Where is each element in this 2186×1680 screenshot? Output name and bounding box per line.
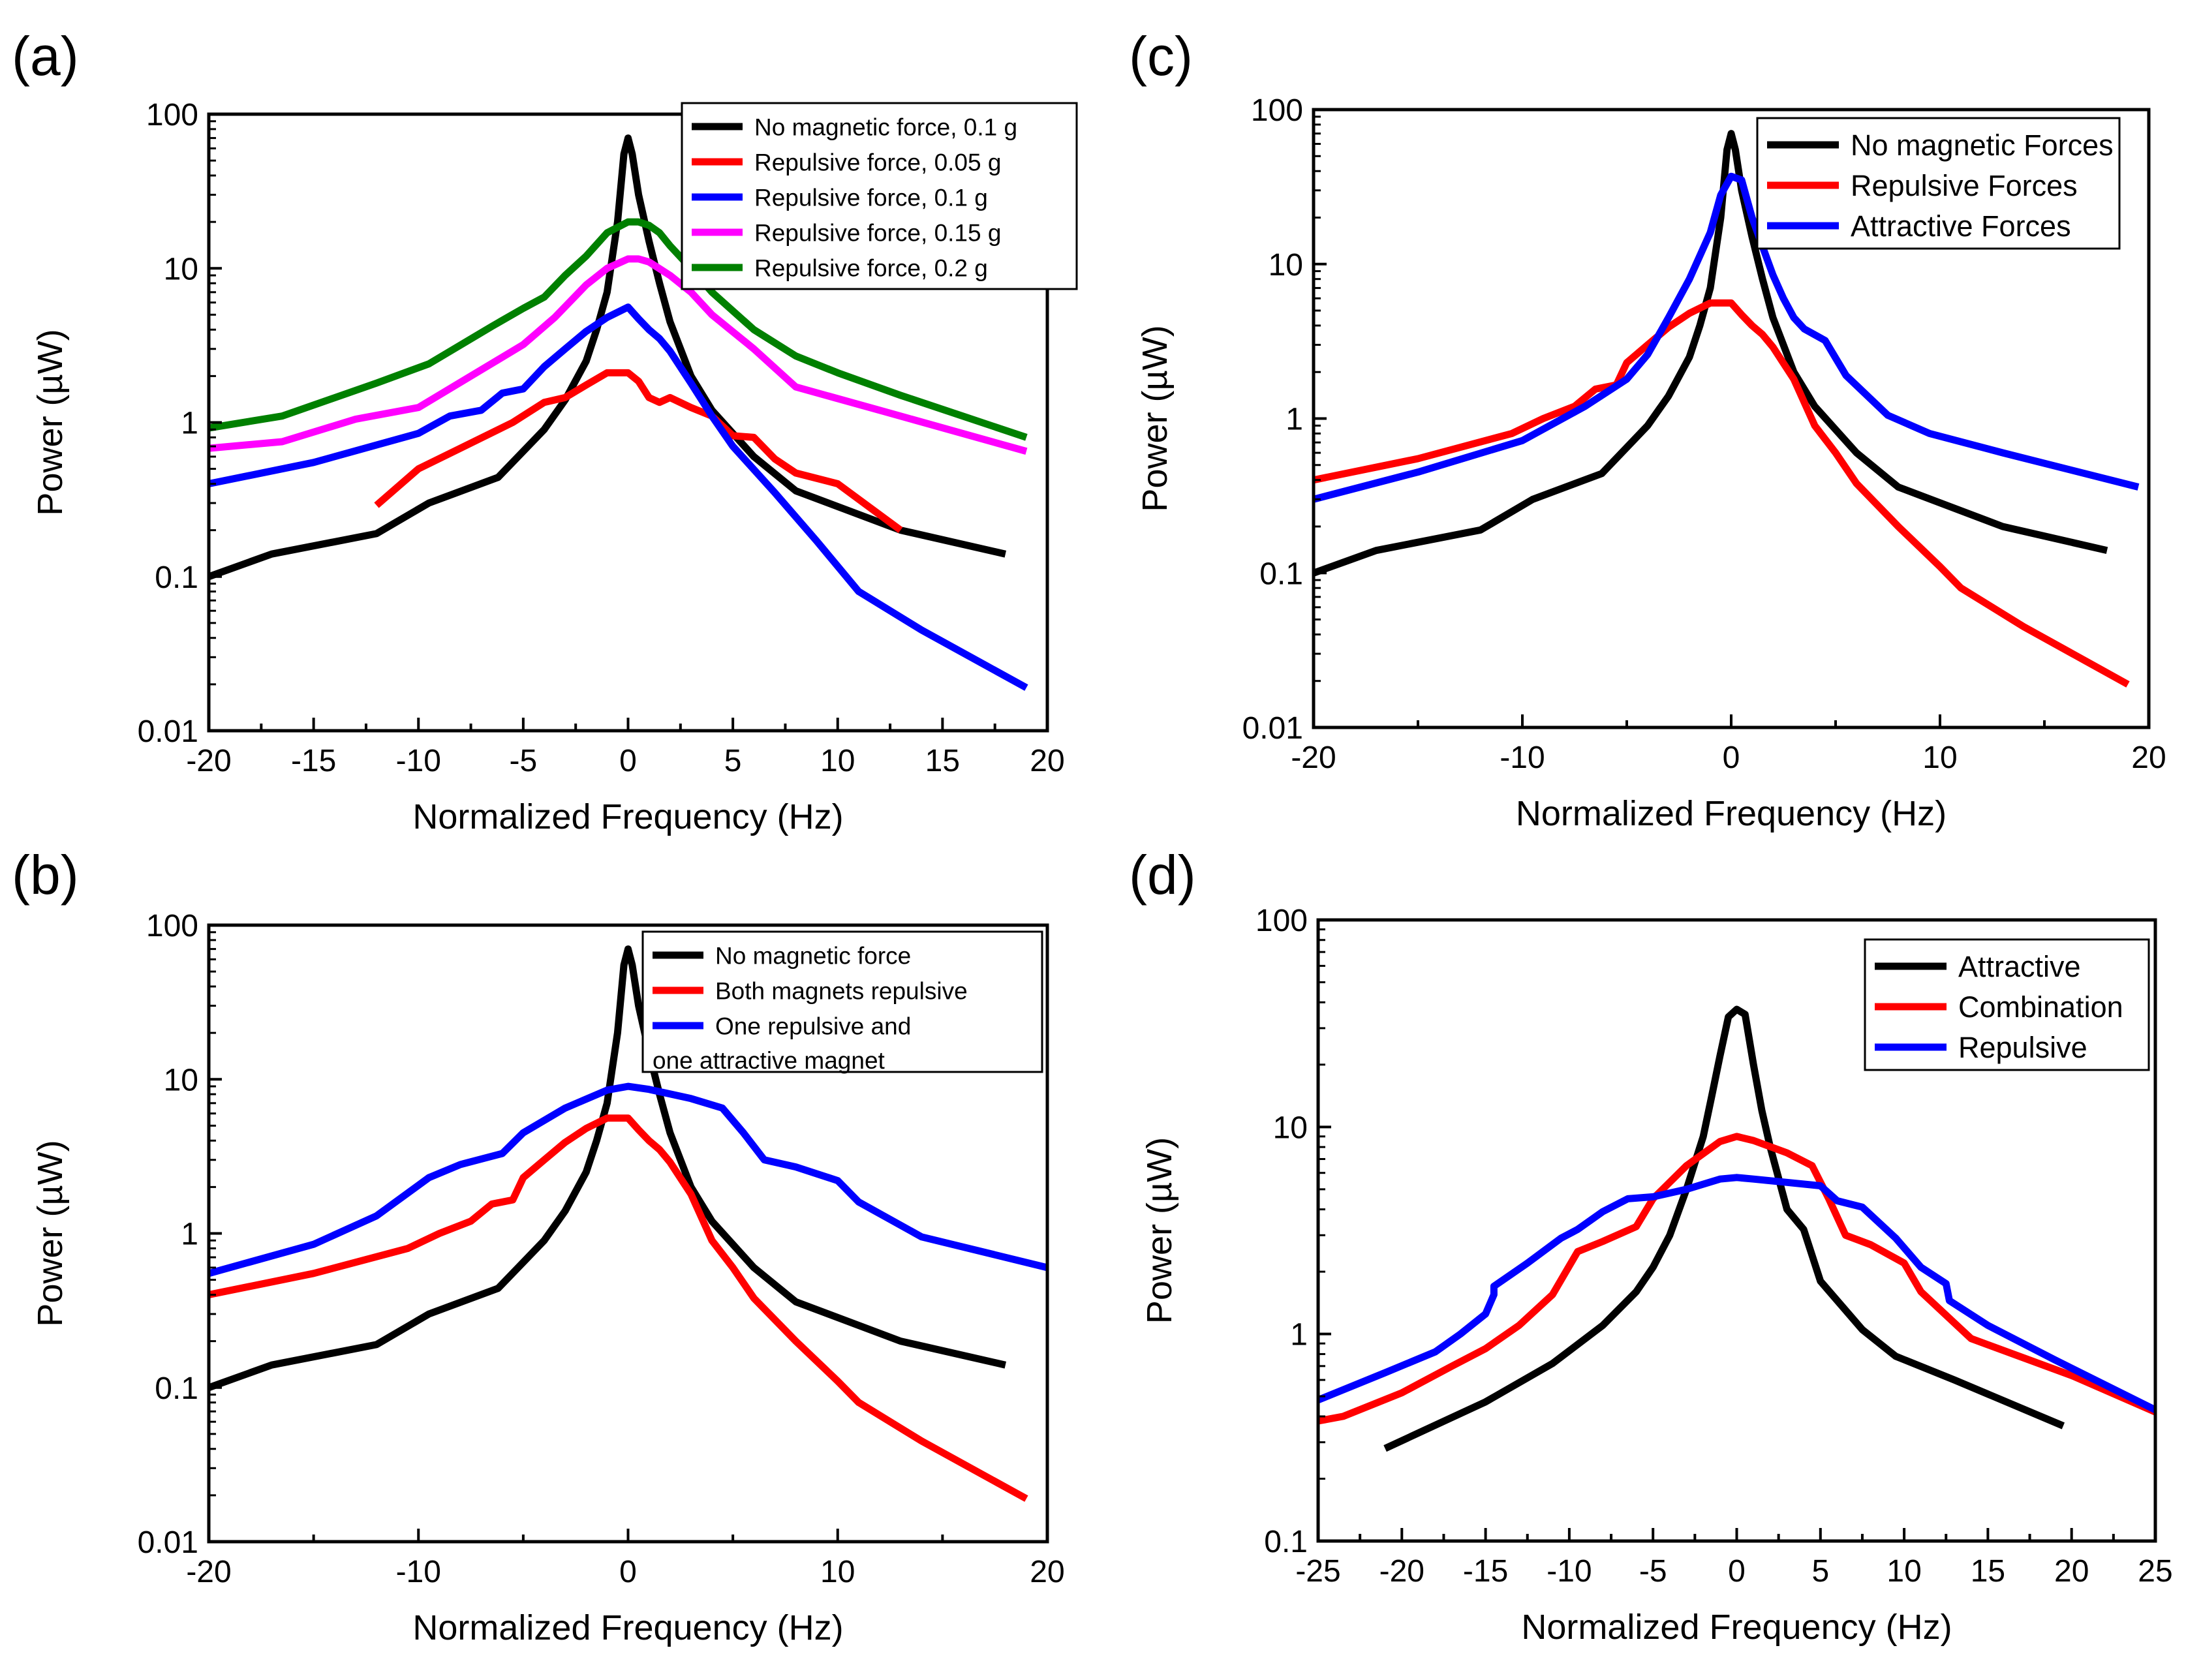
panel-b-xlabel: Normalized Frequency (Hz) <box>412 1608 843 1647</box>
panel-b-legend-label: No magnetic force <box>715 942 911 969</box>
panel-d-xtick-label: 20 <box>2054 1554 2089 1589</box>
panel-c-xtick-label: 20 <box>2131 741 2166 775</box>
panel-d-xtick-label: 15 <box>1971 1554 2005 1589</box>
panel-d: (d) -25 -20 -15 -10 -5 0 5 10 15 20 25 0.1 1 10 100 Nor… <box>1129 844 2173 1647</box>
panel-c-legend-label: Attractive Forces <box>1851 209 2071 243</box>
panel-d-xtick-label: -10 <box>1547 1554 1592 1589</box>
panel-d-xtick-label: 5 <box>1811 1554 1829 1589</box>
panel-b-ytick-label: 100 <box>146 909 198 943</box>
panel-a-xtick-label: 15 <box>925 744 960 778</box>
panel-b-series-0-line <box>209 945 1007 1391</box>
panel-b-xtick-label: 10 <box>820 1555 855 1589</box>
panel-b-legend-label: One repulsive and one attractive magnet <box>653 1013 911 1074</box>
panel-c-xtick-label: -20 <box>1291 741 1336 775</box>
panel-b: (b) -20 -10 0 10 20 0.01 0.1 1 10 100 Normalized F… <box>12 844 1065 1647</box>
panel-d-xtick-label: -25 <box>1295 1554 1340 1589</box>
panel-c-ytick-label: 10 <box>1269 248 1303 283</box>
panel-a-xtick-label: 5 <box>724 744 742 778</box>
panel-c-xlabel: Normalized Frequency (Hz) <box>1516 794 1947 833</box>
panel-a-ytick-label: 100 <box>146 98 198 132</box>
panel-a-xtick-label: -10 <box>396 744 441 778</box>
panel-a-legend-label: No magnetic force, 0.1 g <box>754 114 1017 140</box>
panel-c-xtick-label: -10 <box>1500 741 1545 775</box>
panel-a-ytick-label: 0.1 <box>155 560 198 595</box>
panel-d-xtick-label: 10 <box>1886 1554 1921 1589</box>
panel-a: (a) -20 -15 -10 -5 0 5 10 15 20 0.01 0.1 1 10 100 Norm… <box>12 25 1078 836</box>
panel-d-legend-label: Combination <box>1958 990 2123 1024</box>
panel-d-xtick-label: -5 <box>1639 1554 1667 1589</box>
panel-a-xtick-label: -5 <box>510 744 538 778</box>
panel-d-xtick-label: 0 <box>1728 1554 1746 1589</box>
panel-c-series-2-line <box>1314 172 2140 503</box>
panel-b-legend-box <box>641 930 1043 1073</box>
panel-a-series-1-line <box>374 369 903 534</box>
panel-d-ytick-label: 100 <box>1255 904 1308 938</box>
panel-c-ytick-label: 0.01 <box>1242 711 1303 746</box>
panel-c-xtick-label: 0 <box>1723 741 1740 775</box>
panel-c-xtick-label: 10 <box>1922 741 1957 775</box>
panel-a-xtick-label: 10 <box>820 744 855 778</box>
panel-a-legend-label: Repulsive force, 0.1 g <box>754 184 988 211</box>
panel-b-ytick-label: 0.01 <box>138 1525 198 1560</box>
panel-b-ytick-label: 10 <box>164 1063 198 1097</box>
panel-a-xtick-label: -20 <box>186 744 231 778</box>
panel-a-series-4-line <box>209 218 1028 441</box>
panel-a-legend-label: Repulsive force, 0.05 g <box>754 149 1001 176</box>
panel-b-legend-label: Both magnets repulsive <box>715 977 968 1004</box>
panel-a-ylabel: Power (µW) <box>31 329 70 515</box>
panel-c: (c) -20 -10 0 10 20 0.01 0.1 1 10 100 Normalized F… <box>1129 25 2166 833</box>
panel-a-xtick-label: 20 <box>1030 744 1064 778</box>
panel-c-ytick-label: 100 <box>1251 93 1303 128</box>
panel-b-xtick-label: 0 <box>619 1555 637 1589</box>
panel-d-xtick-label: -15 <box>1463 1554 1508 1589</box>
panel-a-series-3-line <box>209 255 1028 455</box>
panel-a-ytick-label: 1 <box>181 406 198 441</box>
panel-a-ytick-label: 10 <box>164 252 198 286</box>
panel-b-series-2-line <box>209 1082 1047 1277</box>
panel-d-series-0-line <box>1383 1005 2065 1452</box>
panel-b-xtick-label: 20 <box>1030 1555 1064 1589</box>
panel-d-ytick-label: 10 <box>1273 1110 1308 1145</box>
panel-b-xtick-label: -20 <box>186 1555 231 1589</box>
panel-b-xtick-label: -10 <box>396 1555 441 1589</box>
panel-d-legend-label: Repulsive <box>1958 1031 2087 1064</box>
panel-c-legend-label: No magnetic Forces <box>1851 129 2114 162</box>
panel-d-series-1-line <box>1318 1133 2155 1425</box>
panel-b-letter: (b) <box>12 844 79 906</box>
panel-c-series-1-line <box>1314 299 2130 688</box>
panel-c-legend-label: Repulsive Forces <box>1851 169 2078 202</box>
panel-b-ylabel: Power (µW) <box>31 1140 70 1326</box>
panel-a-series-2-line <box>209 303 1028 691</box>
panel-d-ytick-label: 1 <box>1290 1318 1308 1352</box>
panel-a-legend-label: Repulsive force, 0.2 g <box>754 254 988 281</box>
panel-a-letter: (a) <box>12 25 79 87</box>
panel-b-ytick-label: 1 <box>181 1217 198 1252</box>
panel-c-letter: (c) <box>1129 25 1193 87</box>
panel-a-legend-label: Repulsive force, 0.15 g <box>754 219 1001 246</box>
panel-a-legend-box <box>681 102 1078 290</box>
panel-d-legend-label: Attractive <box>1958 950 2081 983</box>
panel-a-xlabel: Normalized Frequency (Hz) <box>412 797 843 836</box>
panel-a-ytick-label: 0.01 <box>138 714 198 749</box>
panel-c-series-0-line <box>1314 130 2108 577</box>
panel-a-xtick-label: -15 <box>291 744 336 778</box>
panel-d-series-2-line <box>1318 1174 2155 1413</box>
panel-d-ylabel: Power (µW) <box>1140 1137 1179 1324</box>
panel-c-ytick-label: 1 <box>1285 403 1303 437</box>
panel-d-xlabel: Normalized Frequency (Hz) <box>1521 1608 1952 1647</box>
panel-d-xtick-label: 25 <box>2138 1554 2172 1589</box>
panel-b-ytick-label: 0.1 <box>155 1371 198 1406</box>
panel-d-ytick-label: 0.1 <box>1264 1525 1308 1559</box>
panel-d-xtick-label: -20 <box>1379 1554 1424 1589</box>
panel-b-series-1-line <box>209 1114 1028 1502</box>
panel-c-ylabel: Power (µW) <box>1135 325 1175 512</box>
panel-d-letter: (d) <box>1129 844 1196 906</box>
panel-a-xtick-label: 0 <box>619 744 637 778</box>
panel-c-ytick-label: 0.1 <box>1259 557 1303 591</box>
